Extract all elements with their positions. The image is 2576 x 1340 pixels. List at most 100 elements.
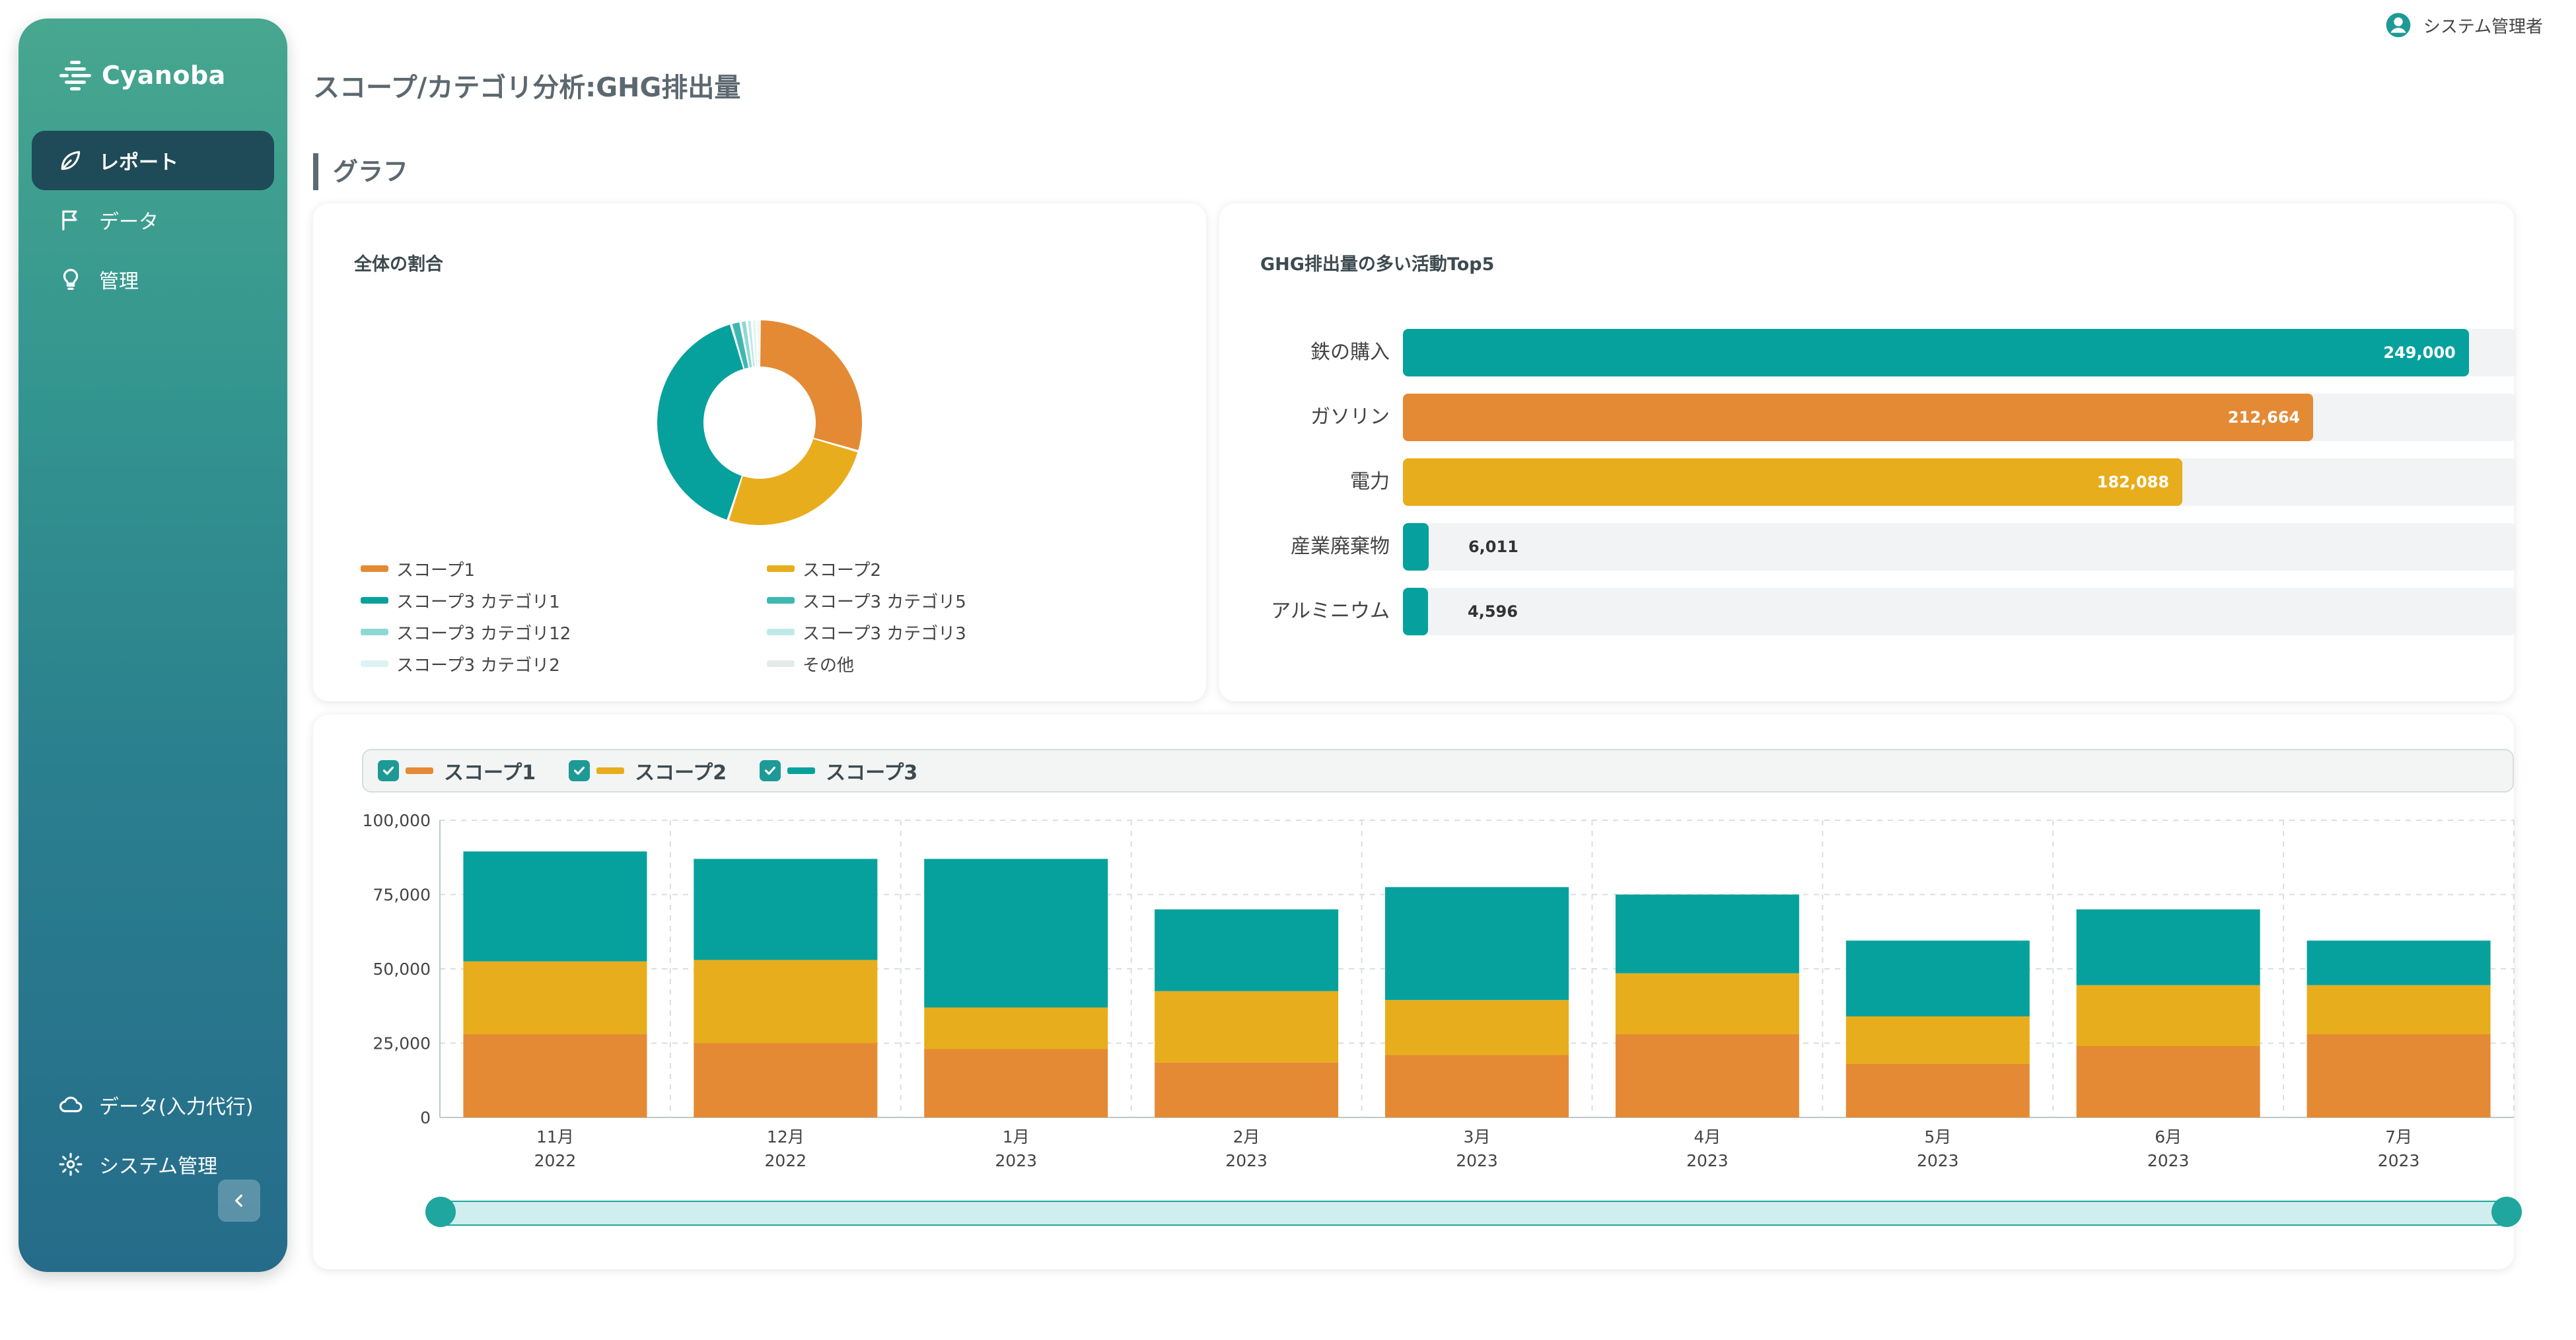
donut-slice[interactable] <box>729 439 858 525</box>
stacked-bar-segment[interactable] <box>2076 909 2260 985</box>
legend-item[interactable]: その他 <box>767 652 1031 676</box>
nav-label: レポート <box>99 151 178 174</box>
monthly-stacked-chart: 0 25,000 50,000 75,000 100,000 11月 2022 12月 2022… <box>363 811 2515 1170</box>
nav-item-report[interactable]: レポート <box>32 131 274 190</box>
top5-category-label: アルミニウム <box>1271 600 1390 623</box>
checkbox-checked-icon[interactable] <box>378 760 399 781</box>
stacked-bar-segment[interactable] <box>924 1049 1108 1118</box>
x-tick-year: 2022 <box>534 1151 577 1170</box>
donut-card: 全体の割合 スコープ1 スコープ2 スコープ3 カテゴリ1 スコープ3 カテゴリ5 スコ… <box>313 203 1206 701</box>
stacked-bar-segment[interactable] <box>1385 1055 1569 1118</box>
stacked-bar-segment[interactable] <box>2307 1034 2491 1117</box>
nav-item-admin[interactable]: 管理 <box>32 250 274 309</box>
top5-bar[interactable] <box>1403 523 1429 571</box>
legend-label: その他 <box>803 655 855 676</box>
donut-chart <box>657 320 862 525</box>
legend-item[interactable]: スコープ3 カテゴリ12 <box>361 620 767 644</box>
nav-item-data-input[interactable]: データ(入力代行) <box>32 1075 274 1135</box>
legend-label: スコープ3 カテゴリ3 <box>803 623 966 644</box>
user-name: システム管理者 <box>2423 17 2543 37</box>
donut-slice[interactable] <box>732 322 749 369</box>
sidebar: Cyanoba レポート データ 管理 データ(入力代行) <box>18 18 287 1272</box>
legend-label: スコープ3 カテゴリ2 <box>396 655 560 676</box>
checkbox-checked-icon[interactable] <box>569 760 590 781</box>
nav-item-data[interactable]: データ <box>32 190 274 250</box>
stacked-bar-segment[interactable] <box>2307 940 2491 985</box>
donut-slice[interactable] <box>760 320 862 450</box>
series-label: スコープ3 <box>826 761 918 785</box>
series-swatch <box>406 767 433 774</box>
legend-label: スコープ3 カテゴリ12 <box>396 623 571 644</box>
series-legend: スコープ1 スコープ2 スコープ3 <box>362 749 2514 793</box>
legend-item[interactable]: スコープ3 カテゴリ2 <box>361 652 767 676</box>
stacked-bar-segment[interactable] <box>1155 991 1339 1063</box>
top5-bar[interactable] <box>1403 458 2183 506</box>
legend-item[interactable]: スコープ3 カテゴリ5 <box>767 588 1031 612</box>
stacked-bar-segment[interactable] <box>1615 894 1799 973</box>
legend-swatch <box>361 660 388 667</box>
stacked-bar-segment[interactable] <box>463 851 647 962</box>
stacked-bar-segment[interactable] <box>694 859 878 960</box>
collapse-sidebar-button[interactable] <box>218 1180 260 1222</box>
x-tick-month: 11月 <box>536 1127 574 1146</box>
nav-item-system-admin[interactable]: システム管理 <box>32 1135 274 1194</box>
stacked-bar-segment[interactable] <box>1845 1064 2030 1117</box>
range-slider-track[interactable] <box>440 1201 2507 1226</box>
stacked-bar-segment[interactable] <box>2076 985 2260 1046</box>
donut-slice[interactable] <box>757 320 759 367</box>
stacked-bar-segment[interactable] <box>694 960 878 1043</box>
stacked-bar-segment[interactable] <box>1845 940 2030 1016</box>
stacked-bar-segment[interactable] <box>2076 1046 2260 1117</box>
legend-item[interactable]: スコープ1 <box>361 557 767 581</box>
y-tick-label: 100,000 <box>363 811 431 830</box>
legend-swatch <box>361 565 388 572</box>
stacked-bar-segment[interactable] <box>924 859 1108 1008</box>
legend-label: スコープ2 <box>803 560 881 581</box>
stacked-bar-segment[interactable] <box>1155 909 1339 991</box>
x-tick-year: 2023 <box>1917 1151 1959 1170</box>
top5-bar[interactable] <box>1403 329 2469 376</box>
nav-label: データ(入力代行) <box>99 1096 254 1119</box>
top5-category-label: ガソリン <box>1310 406 1390 429</box>
x-tick-year: 2023 <box>1225 1151 1268 1170</box>
legend-swatch <box>767 660 795 667</box>
donut-slice[interactable] <box>741 321 752 368</box>
range-end-handle[interactable] <box>2491 1197 2522 1227</box>
stacked-bar-segment[interactable] <box>1615 1034 1799 1117</box>
top5-bar-track: 249,000 <box>1403 329 2516 376</box>
series-toggle[interactable]: スコープ3 <box>760 756 917 785</box>
stacked-bar-segment[interactable] <box>924 1007 1108 1049</box>
stacked-bar-segment[interactable] <box>694 1043 878 1118</box>
top5-bar-track: 4,596 <box>1403 588 2516 635</box>
stacked-bar-segment[interactable] <box>1385 887 1569 1001</box>
x-tick-year: 2023 <box>1686 1151 1729 1170</box>
stacked-bar-segment[interactable] <box>463 961 647 1034</box>
stacked-bar-segment[interactable] <box>2307 985 2491 1034</box>
donut-slice[interactable] <box>748 320 755 367</box>
user-menu[interactable]: システム管理者 <box>2385 12 2543 38</box>
donut-legend: スコープ1 スコープ2 スコープ3 カテゴリ1 スコープ3 カテゴリ5 スコープ3 カテ… <box>361 557 966 676</box>
stacked-bar-segment[interactable] <box>1845 1016 2030 1064</box>
checkbox-checked-icon[interactable] <box>760 760 781 781</box>
chevron-left-icon <box>235 1194 242 1207</box>
top5-bar[interactable] <box>1403 394 2314 441</box>
stacked-bar-segment[interactable] <box>1615 973 1799 1034</box>
stacked-bar-segment[interactable] <box>1155 1062 1339 1117</box>
top5-bar[interactable] <box>1403 588 1428 635</box>
series-swatch <box>787 767 816 774</box>
nav-label: システム管理 <box>99 1155 218 1178</box>
stacked-bar-segment[interactable] <box>463 1034 647 1117</box>
top5-row: 鉄の購入 249,000 <box>0 329 2576 376</box>
donut-slice[interactable] <box>753 320 758 367</box>
donut-slice[interactable] <box>657 324 744 520</box>
legend-item[interactable]: スコープ2 <box>767 557 1031 581</box>
main-nav: レポート データ 管理 <box>32 131 274 309</box>
legend-item[interactable]: スコープ3 カテゴリ1 <box>361 588 767 612</box>
stacked-bar-segment[interactable] <box>1385 1000 1569 1055</box>
brand[interactable]: Cyanoba <box>58 59 226 91</box>
legend-item[interactable]: スコープ3 カテゴリ3 <box>767 620 1031 644</box>
range-start-handle[interactable] <box>425 1197 456 1227</box>
series-toggle[interactable]: スコープ1 <box>378 756 536 785</box>
series-toggle[interactable]: スコープ2 <box>569 756 727 785</box>
top5-value-label: 6,011 <box>1468 538 1519 556</box>
